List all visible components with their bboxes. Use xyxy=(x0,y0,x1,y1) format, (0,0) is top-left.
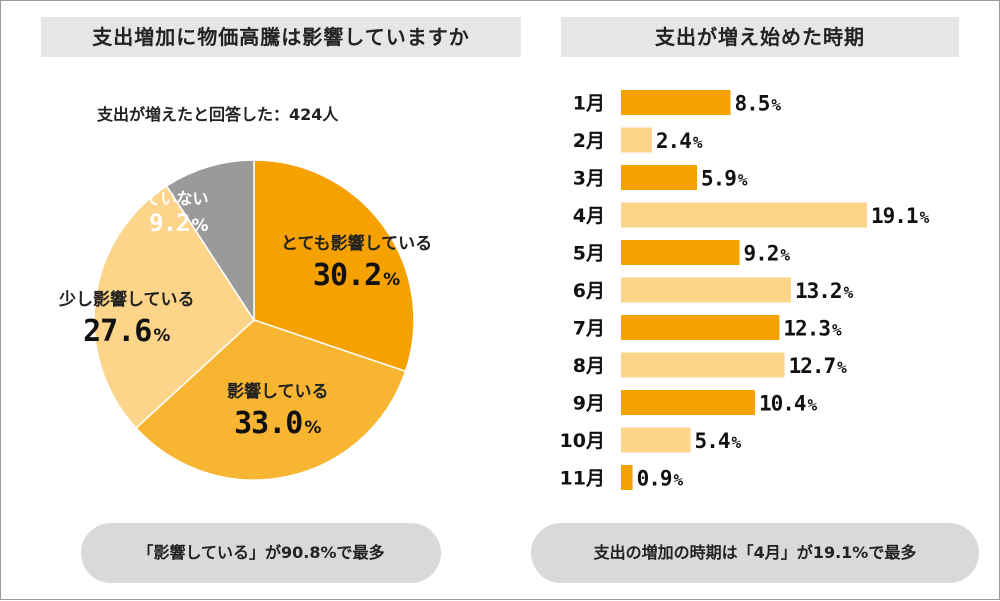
pie-slice-unit: % xyxy=(153,326,171,346)
pie-chart-title: 支出増加に物価高騰は影響していますか xyxy=(41,17,521,57)
bar-6 xyxy=(621,277,792,303)
bar-category-label: 3月 xyxy=(573,168,605,190)
pie-slice-value: 30.2 xyxy=(312,258,382,293)
bar-value-label: 12.3% xyxy=(783,317,842,341)
pie-slice-1 xyxy=(134,319,407,481)
pie-summary-pill: 「影響している」が90.8%で最多 xyxy=(81,523,441,583)
pie-slice-name: 影響している xyxy=(227,382,329,402)
pie-slice-0 xyxy=(253,159,415,373)
bar-value-label: 10.4% xyxy=(759,392,818,416)
bar-9 xyxy=(621,390,755,415)
bar-3 xyxy=(621,165,697,190)
pie-label-very-affected: とても影響している 30.2% xyxy=(281,229,432,293)
pie-slice-name: 少し影響している xyxy=(59,290,195,310)
bar-category-label: 2月 xyxy=(573,130,605,152)
bar-value-label: 8.5% xyxy=(734,92,781,116)
bar-10 xyxy=(621,427,691,453)
respondent-count: 支出が増えたと回答した：424人 xyxy=(97,105,339,124)
bar-category-label: 9月 xyxy=(573,393,605,415)
pie-slice-3 xyxy=(165,159,255,323)
bar-value-label: 19.1% xyxy=(871,204,930,228)
pie-slice-name: 影響していない xyxy=(97,189,209,208)
bar-8 xyxy=(621,352,785,378)
bar-7 xyxy=(621,315,780,340)
bar-value-label: 0.9% xyxy=(637,467,684,491)
bar-summary-pill: 支出の増加の時期は「4月」が19.1%で最多 xyxy=(531,523,979,583)
pie-slice-unit: % xyxy=(191,216,209,236)
bar-chart-title: 支出が増え始めた時期 xyxy=(561,17,959,57)
bar-category-label: 4月 xyxy=(573,205,605,227)
bar-value-label: 13.2% xyxy=(795,279,854,303)
bar-value-label: 5.9% xyxy=(701,167,748,191)
bar-value-label: 9.2% xyxy=(743,242,790,266)
bar-5 xyxy=(621,240,740,265)
pie-slice-unit: % xyxy=(383,270,401,290)
bar-category-label: 5月 xyxy=(573,243,605,265)
bar-category-label: 1月 xyxy=(573,93,605,115)
pie-slice-value: 33.0 xyxy=(234,406,303,441)
bar-4 xyxy=(621,202,867,228)
pie-slice-value: 9.2 xyxy=(149,209,190,237)
pie-slice-value: 27.6 xyxy=(83,314,152,349)
bar-category-label: 10月 xyxy=(560,430,605,452)
bar-value-label: 5.4% xyxy=(695,429,742,453)
pie-label-not-affected: 影響していない 9.2% xyxy=(97,185,209,237)
bar-11 xyxy=(621,465,633,490)
bar-1 xyxy=(621,90,731,115)
pie-label-slightly-affected: 少し影響している 27.6% xyxy=(59,285,195,349)
bar-category-label: 11月 xyxy=(560,468,605,490)
bar-2 xyxy=(621,127,652,153)
bar-value-label: 2.4% xyxy=(656,129,703,153)
bar-category-label: 8月 xyxy=(573,355,605,377)
pie-slice-unit: % xyxy=(304,418,322,438)
bar-category-label: 7月 xyxy=(573,318,605,340)
bar-value-label: 12.7% xyxy=(789,354,848,378)
pie-slice-2 xyxy=(93,184,255,430)
bar-category-label: 6月 xyxy=(573,280,605,302)
pie-slice-name: とても影響している xyxy=(281,234,433,254)
pie-label-affected: 影響している 33.0% xyxy=(227,377,329,441)
